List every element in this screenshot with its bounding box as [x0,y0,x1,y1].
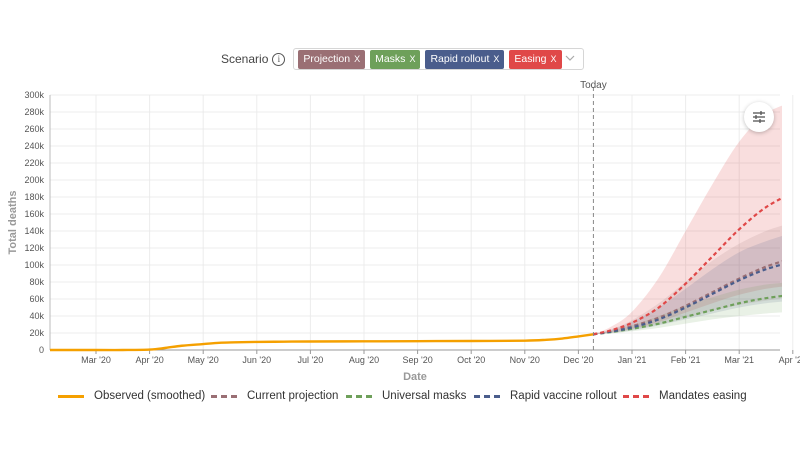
y-tick-label: 0 [39,345,44,355]
scenario-multiselect[interactable]: Projection X Masks X Rapid rollout X Eas… [293,48,585,70]
chip-rapid-rollout[interactable]: Rapid rollout X [425,49,505,69]
y-tick-label: 80k [29,277,44,287]
x-tick-label: Dec '20 [563,355,593,365]
legend-item-observed[interactable]: Observed (smoothed) [58,390,205,402]
legend-swatch [211,394,237,398]
legend-label: Mandates easing [659,390,747,402]
chip-label: Easing [514,53,547,65]
x-tick-label: Jun '20 [242,355,271,365]
uncertainty-band [593,282,782,335]
legend-swatch [474,394,500,398]
chip-remove-icon[interactable]: X [550,54,557,64]
y-tick-label: 200k [24,175,44,185]
scenario-label: Scenario [221,52,269,66]
y-tick-label: 300k [24,90,44,100]
legend-label: Observed (smoothed) [94,390,206,402]
y-tick-label: 140k [24,226,44,236]
legend-swatch [346,394,372,398]
y-tick-label: 180k [24,192,44,202]
y-tick-label: 260k [24,124,44,134]
x-tick-label: Sep '20 [402,355,432,365]
y-tick-label: 60k [29,294,44,304]
x-tick-label: Mar '21 [724,355,754,365]
x-tick-label: Nov '20 [510,355,540,365]
chip-label: Rapid rollout [430,53,490,65]
chevron-down-icon[interactable] [565,54,575,62]
legend-label: Universal masks [382,390,467,402]
uncertainty-band [593,105,782,335]
y-tick-label: 240k [24,141,44,151]
x-tick-label: Oct '20 [457,355,485,365]
x-tick-label: Apr '21 [779,355,800,365]
y-tick-label: 120k [24,243,44,253]
x-tick-label: May '20 [188,355,219,365]
chip-easing[interactable]: Easing X [509,49,562,69]
y-tick-label: 40k [29,311,44,321]
info-circle-icon[interactable]: i [272,52,286,66]
chip-masks[interactable]: Masks X [370,49,421,69]
y-tick-label: 280k [24,107,44,117]
chip-remove-icon[interactable]: X [354,54,361,64]
scenario-selector: Scenario i Projection X Masks X Rapid ro… [221,46,585,72]
x-tick-label: Aug '20 [349,355,379,365]
legend-swatch [623,394,649,398]
legend-label: Rapid vaccine rollout [510,390,617,402]
y-tick-label: 20k [29,328,44,338]
x-axis-title: Date [403,371,427,383]
y-axis-title: Total deaths [7,191,19,255]
series-line [593,196,782,336]
y-tick-label: 160k [24,209,44,219]
x-tick-label: Mar '20 [81,355,111,365]
x-tick-label: Feb '21 [671,355,701,365]
chart-settings-button[interactable] [744,102,774,132]
series-line [50,333,594,352]
chart-legend: Observed (smoothed) Current projection U… [0,390,800,406]
series-line [593,263,782,336]
x-tick-label: Jul '20 [298,355,324,365]
legend-item-current-projection[interactable]: Current projection [211,390,338,402]
legend-item-rapid-vaccine[interactable]: Rapid vaccine rollout [474,390,617,402]
chip-label: Projection [303,53,351,65]
y-tick-label: 220k [24,158,44,168]
uncertainty-band [593,225,782,335]
chip-remove-icon[interactable]: X [493,54,500,64]
x-tick-label: Jan '21 [618,355,647,365]
x-tick-label: Apr '20 [135,355,163,365]
chip-projection[interactable]: Projection X [298,49,366,69]
today-label: Today [580,80,607,91]
sliders-icon [753,111,765,123]
legend-label: Current projection [247,390,339,402]
chip-remove-icon[interactable]: X [409,54,416,64]
y-tick-label: 100k [24,260,44,270]
uncertainty-band [593,235,782,335]
chip-label: Masks [375,53,406,65]
legend-swatch [58,394,84,398]
legend-item-universal-masks[interactable]: Universal masks [346,390,466,402]
legend-item-mandates-easing[interactable]: Mandates easing [623,390,747,402]
